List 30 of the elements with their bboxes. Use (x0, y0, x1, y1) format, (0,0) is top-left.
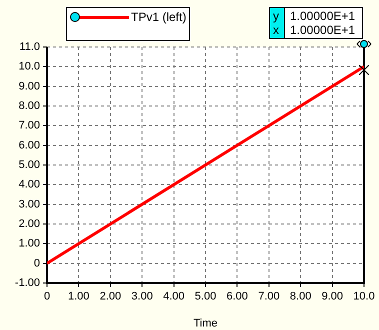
x-tick-label: 1.00 (68, 290, 90, 303)
y-tick-label: 6.00 (18, 139, 40, 152)
y-tick-label: 10.0 (18, 60, 40, 73)
y-tick-label: 4.00 (18, 178, 40, 191)
x-tick-label: 5.00 (194, 290, 216, 303)
y-tick-label: 7.00 (18, 120, 40, 132)
x-tick-label: 9.00 (322, 290, 344, 303)
y-tick-label: -1.00 (14, 277, 40, 290)
x-axis-title: Time (193, 317, 218, 330)
x-tick-label: 7.00 (258, 290, 280, 303)
legend-label: TPv1 (left) (131, 10, 186, 24)
y-tick-label: 5.00 (18, 159, 40, 172)
x-tick-label: 2.00 (100, 290, 122, 303)
text: 1.00000E+1 (290, 23, 356, 37)
x-tick-label: 4.00 (163, 290, 185, 303)
y-tick-label: 11.0 (19, 41, 40, 54)
x-tick-label: 8.00 (290, 290, 312, 303)
y-tick-label: 2.00 (18, 218, 40, 230)
x-tick-label: 10.0 (353, 290, 375, 303)
text: x (273, 23, 279, 37)
x-tick-label: 3.00 (131, 290, 153, 303)
y-tick-label: 0 (34, 257, 40, 270)
x-tick-label: 6.00 (226, 290, 248, 303)
text: y (273, 9, 279, 23)
x-tick-label: 0 (44, 290, 50, 303)
text: 1.00000E+1 (290, 9, 356, 23)
y-tick-label: 9.00 (18, 80, 40, 92)
y-tick-label: 8.00 (18, 100, 40, 112)
y-tick-label: 1.00 (18, 238, 40, 250)
y-tick-label: 3.00 (18, 198, 40, 210)
